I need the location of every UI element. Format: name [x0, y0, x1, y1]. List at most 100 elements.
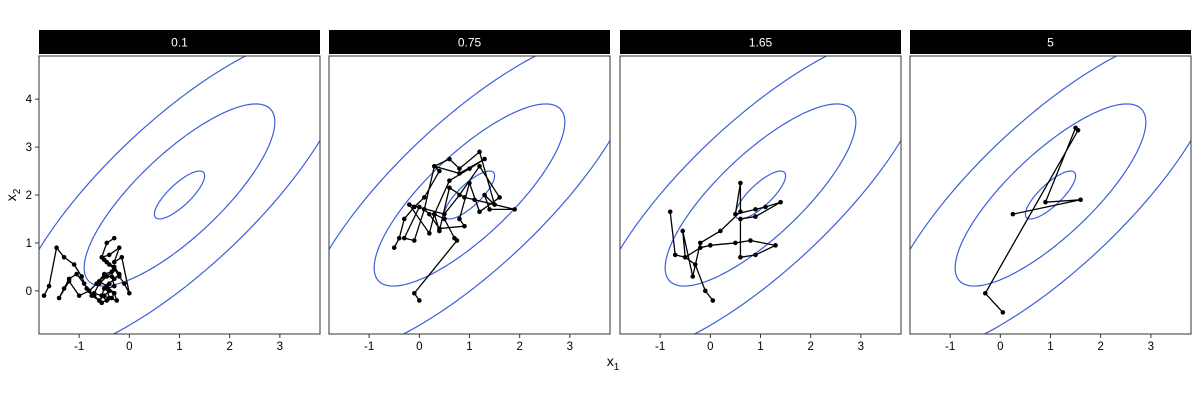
data-point	[46, 283, 52, 289]
data-point	[982, 290, 988, 296]
data-point	[457, 171, 462, 176]
data-point	[106, 262, 112, 267]
data-point	[412, 204, 417, 210]
panel-plot-area	[620, 56, 901, 334]
data-point	[718, 228, 723, 234]
data-point	[697, 240, 703, 246]
data-point	[106, 288, 112, 294]
data-point	[111, 276, 117, 282]
data-point	[477, 209, 482, 215]
data-point	[401, 216, 407, 222]
data-point	[497, 195, 502, 200]
data-point	[56, 295, 62, 301]
y-tick-label: 2	[26, 190, 32, 202]
contour-ellipse	[83, 103, 276, 287]
facet-panel: 0.1 -1 0 1 2 3	[38, 30, 321, 353]
data-point	[682, 255, 688, 260]
data-point	[417, 298, 422, 303]
data-point	[61, 286, 67, 291]
data-point	[738, 209, 743, 215]
data-point	[104, 240, 110, 246]
data-point	[86, 288, 92, 294]
data-point	[71, 262, 77, 267]
facet-panel: 0.75 -1 0 1 2 3	[328, 30, 611, 353]
y-tick-label: 4	[26, 94, 33, 106]
data-point	[457, 216, 462, 222]
data-point	[748, 238, 753, 243]
data-point	[406, 202, 412, 207]
data-point	[412, 238, 417, 243]
contour-ellipse	[153, 170, 206, 220]
data-point	[101, 286, 107, 291]
x-tick-label: 0	[416, 341, 422, 353]
facet-panels: 0.1 -1 0 1 2 3 0.75 -1 0 1 2 3 1.65 -1 0 1 2 3 5 -1 0 1 2 3	[38, 30, 1192, 353]
data-point	[76, 293, 82, 298]
data-point	[1078, 197, 1083, 203]
data-point	[672, 252, 678, 258]
data-point	[487, 207, 492, 212]
data-point	[467, 166, 472, 171]
contour-ellipse	[39, 56, 320, 334]
x-tick-label: 3	[277, 341, 283, 353]
x-tick-label: -1	[945, 341, 955, 353]
data-point	[454, 238, 460, 243]
data-point	[96, 298, 102, 303]
data-point	[462, 223, 467, 229]
y-axis-title-subscript: 2	[12, 188, 23, 194]
data-point	[116, 245, 122, 251]
data-point	[66, 276, 72, 282]
data-point	[738, 216, 743, 222]
data-point	[710, 298, 716, 303]
contour-ellipse	[373, 103, 566, 287]
data-point	[106, 252, 112, 258]
data-point	[667, 209, 673, 215]
data-point	[94, 281, 100, 286]
data-point	[778, 199, 783, 205]
panel-border	[38, 55, 321, 335]
facet-strip	[329, 30, 610, 54]
x-tick-label: -1	[364, 341, 374, 353]
data-point	[467, 180, 472, 186]
data-point	[512, 207, 517, 212]
data-point	[101, 271, 107, 277]
x-tick-label: 0	[126, 341, 132, 353]
data-point	[703, 288, 708, 294]
facet-panel: 5 -1 0 1 2 3	[909, 30, 1192, 353]
data-point	[422, 207, 427, 212]
x-tick-label: 2	[516, 341, 522, 353]
x-tick-label: 3	[567, 341, 573, 353]
data-point	[109, 295, 115, 301]
data-point	[763, 204, 768, 210]
data-point	[74, 271, 79, 277]
data-point	[753, 252, 758, 258]
data-point	[106, 281, 112, 286]
data-point	[111, 259, 117, 265]
data-point	[442, 216, 447, 222]
facet-strip-label: 5	[1047, 36, 1054, 50]
data-point	[417, 204, 422, 210]
data-point	[61, 255, 67, 260]
data-point	[104, 298, 110, 303]
data-point	[437, 168, 442, 174]
data-point	[477, 163, 482, 169]
facet-strip	[910, 30, 1191, 54]
x-tick-label: 0	[707, 341, 713, 353]
data-point	[472, 197, 477, 203]
x-axis-title-subscript: 1	[614, 362, 620, 373]
data-point	[79, 274, 84, 279]
panel-border	[909, 55, 1192, 335]
y-axis-title: x2	[3, 188, 23, 201]
y-axis: 0 1 2 3 4	[26, 94, 39, 298]
data-point	[396, 235, 402, 241]
x-tick-label: 3	[1148, 341, 1154, 353]
x-tick-label: 3	[858, 341, 864, 353]
data-point	[692, 262, 698, 267]
x-tick-label: 0	[997, 341, 1003, 353]
x-tick-label: 1	[757, 341, 763, 353]
x-tick-label: 1	[466, 341, 472, 353]
data-point	[412, 290, 417, 296]
data-point	[447, 185, 452, 191]
data-point	[114, 298, 120, 303]
data-point	[1073, 125, 1078, 131]
data-point	[111, 283, 117, 289]
